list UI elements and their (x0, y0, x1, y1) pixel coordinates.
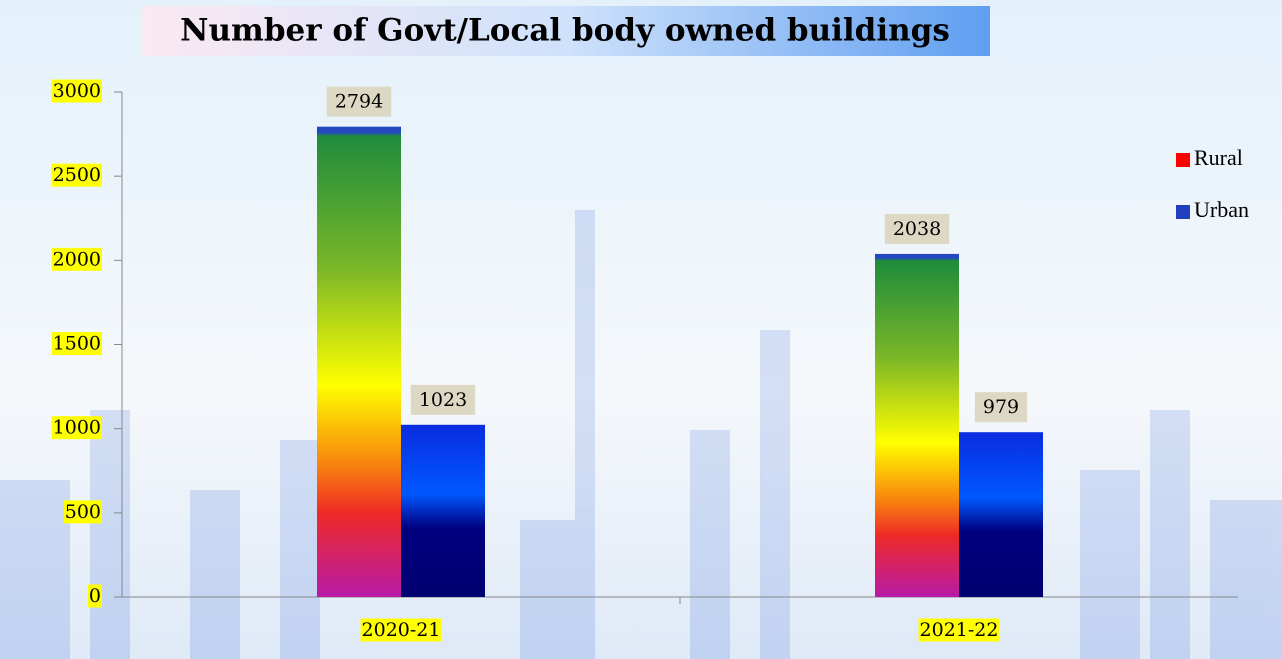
legend-label: Urban (1194, 197, 1249, 222)
label-box (87, 584, 102, 608)
x-tick-label: 2020-21 (362, 619, 441, 641)
y-tick-label: 500 (65, 501, 101, 523)
y-tick-label: 1500 (53, 333, 101, 355)
label-box (63, 500, 102, 524)
data-label: 2038 (893, 218, 941, 240)
bar (401, 424, 485, 597)
legend-swatch (1176, 205, 1190, 219)
label-box (974, 392, 1028, 423)
y-tick-label: 2000 (53, 248, 101, 270)
label-box (51, 247, 102, 271)
y-tick-label: 2500 (53, 164, 101, 186)
label-box (51, 163, 102, 187)
data-label: 2794 (335, 91, 383, 113)
y-tick-label: 1000 (53, 417, 101, 439)
label-box (51, 79, 102, 103)
legend-swatch (1176, 153, 1190, 167)
data-label: 979 (983, 396, 1019, 418)
y-tick-label: 3000 (53, 80, 101, 102)
y-tick-label: 0 (89, 585, 101, 607)
bar (875, 253, 959, 598)
label-box (360, 618, 442, 642)
skyline (0, 210, 1282, 659)
chart-title: Number of Govt/Local body owned building… (180, 13, 950, 49)
label-box (410, 384, 476, 415)
title-box (141, 6, 990, 56)
bar (317, 126, 401, 597)
label-box (918, 618, 1000, 642)
bar (959, 432, 1043, 597)
label-box (51, 332, 102, 355)
data-label: 1023 (419, 389, 467, 411)
label-box (884, 213, 950, 244)
legend-label: Rural (1194, 145, 1243, 170)
label-box (326, 86, 392, 117)
label-box (51, 416, 102, 440)
x-tick-label: 2021-22 (920, 619, 999, 641)
